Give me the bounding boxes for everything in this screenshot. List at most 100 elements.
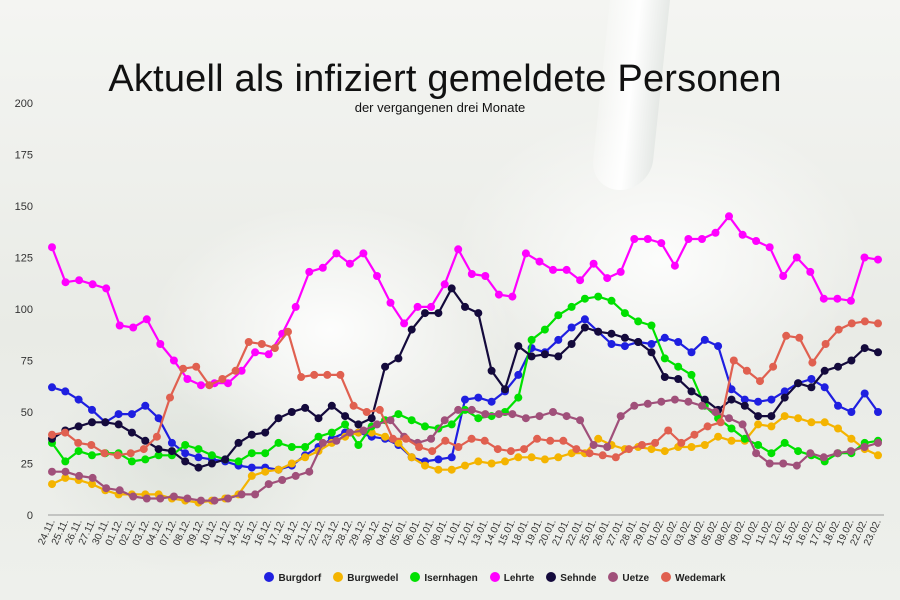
data-point xyxy=(795,333,804,342)
data-point xyxy=(594,434,603,443)
data-point xyxy=(115,486,124,495)
data-point xyxy=(314,432,323,441)
data-point xyxy=(514,342,523,351)
data-point xyxy=(251,490,260,499)
data-point xyxy=(381,362,390,371)
data-point xyxy=(752,237,761,245)
data-point xyxy=(284,327,292,336)
data-point xyxy=(554,352,563,361)
data-point xyxy=(700,395,709,404)
data-point xyxy=(192,362,201,371)
chart-subtitle: der vergangenen drei Monate xyxy=(354,100,526,115)
legend-label: Isernhagen xyxy=(424,573,478,584)
legend-swatch xyxy=(333,572,344,582)
data-point xyxy=(769,362,778,371)
data-point xyxy=(179,364,188,373)
data-point xyxy=(314,414,323,423)
data-point xyxy=(210,496,219,505)
data-point xyxy=(428,447,437,456)
legend-label: Burgdorf xyxy=(278,573,322,584)
data-point xyxy=(341,420,350,429)
data-point xyxy=(413,302,422,311)
data-point xyxy=(327,401,336,410)
y-tick-label: 0 xyxy=(27,510,33,522)
data-point xyxy=(647,321,656,330)
data-point xyxy=(698,401,706,410)
data-point xyxy=(634,338,643,346)
data-point xyxy=(166,393,174,402)
data-point xyxy=(349,401,358,410)
data-point xyxy=(714,342,723,351)
data-point xyxy=(567,323,576,332)
data-point xyxy=(48,430,56,439)
data-point xyxy=(181,441,190,449)
data-point xyxy=(421,461,429,470)
data-point xyxy=(61,473,70,482)
data-point xyxy=(620,309,629,318)
data-point xyxy=(441,436,450,445)
data-point xyxy=(332,436,341,445)
data-point xyxy=(794,414,803,423)
data-point xyxy=(779,459,788,468)
data-point xyxy=(169,492,178,501)
data-point xyxy=(740,434,749,443)
data-point xyxy=(152,432,161,441)
data-point xyxy=(127,457,136,466)
data-point xyxy=(61,457,70,466)
data-point xyxy=(113,451,122,460)
data-point xyxy=(611,453,620,462)
data-point xyxy=(447,453,456,462)
data-point xyxy=(194,463,203,472)
legend-swatch xyxy=(489,572,500,582)
data-point xyxy=(670,395,679,404)
data-point xyxy=(48,467,56,476)
y-tick-label: 75 xyxy=(21,356,33,368)
data-point xyxy=(860,443,869,451)
data-point xyxy=(780,438,789,447)
data-point xyxy=(427,302,436,311)
data-point xyxy=(183,494,192,503)
data-point xyxy=(407,325,416,334)
data-point xyxy=(247,471,256,480)
data-point xyxy=(407,416,416,425)
data-point xyxy=(244,338,253,346)
data-point xyxy=(494,290,503,299)
data-point xyxy=(205,381,214,390)
data-point xyxy=(660,447,669,456)
series-wedemark xyxy=(48,317,882,462)
data-point xyxy=(684,235,693,243)
data-point xyxy=(765,459,774,468)
data-point xyxy=(643,399,652,408)
data-point xyxy=(634,317,643,326)
data-point xyxy=(247,463,256,472)
data-point xyxy=(607,329,616,338)
data-point xyxy=(75,276,84,285)
data-point xyxy=(310,370,319,379)
data-point xyxy=(664,426,673,435)
data-point xyxy=(318,263,327,272)
data-point xyxy=(454,245,463,254)
data-point xyxy=(169,356,178,365)
data-point xyxy=(481,272,490,280)
data-point xyxy=(540,455,549,464)
data-point xyxy=(247,449,256,458)
data-point xyxy=(725,414,733,423)
data-point xyxy=(332,249,341,258)
data-point xyxy=(301,443,310,451)
data-point xyxy=(154,414,163,423)
data-point xyxy=(576,416,585,425)
legend-item: Uetze xyxy=(608,572,649,584)
data-point xyxy=(742,366,751,375)
data-point xyxy=(767,449,776,458)
data-point xyxy=(698,235,706,243)
data-point xyxy=(620,342,629,351)
data-point xyxy=(354,441,363,449)
legend-label: Lehrte xyxy=(503,573,535,584)
data-point xyxy=(754,397,763,406)
data-point xyxy=(607,296,616,305)
data-point xyxy=(415,443,424,451)
data-point xyxy=(48,480,56,489)
data-point xyxy=(585,449,594,458)
data-point xyxy=(808,358,817,367)
data-point xyxy=(540,325,549,334)
